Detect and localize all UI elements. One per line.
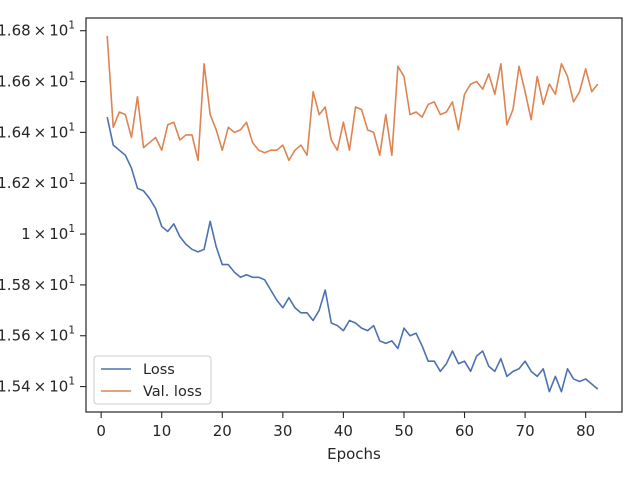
x-tick-label: 40: [334, 422, 353, 440]
x-tick-label: 80: [576, 422, 595, 440]
y-tick-label: 1.62 × 101: [0, 172, 75, 192]
x-tick-label: 20: [213, 422, 232, 440]
y-tick-label: 1.58 × 101: [0, 274, 75, 294]
y-axis-ticks: 1.54 × 101 1.56 × 101 1.58 × 101 1 × 101 1.6…: [0, 20, 86, 396]
series-layer: [106, 35, 599, 393]
y-tick-label: 1.64 × 101: [0, 121, 75, 141]
x-tick-label: 60: [455, 422, 474, 440]
x-tick-label: 0: [96, 422, 106, 440]
x-tick-label: 70: [516, 422, 535, 440]
x-axis-ticks: 0 10 20 30 40 50 60 70 80: [96, 412, 595, 440]
y-tick-label: 1.54 × 101: [0, 376, 75, 396]
y-tick-label: 1.68 × 101: [0, 20, 75, 40]
series-line-loss: [106, 116, 599, 393]
x-tick-label: 30: [273, 422, 292, 440]
legend-label: Val. loss: [143, 384, 202, 400]
plot-area: [86, 18, 622, 412]
y-tick-label: 1.66 × 101: [0, 71, 75, 91]
y-tick-label: 1.56 × 101: [0, 325, 75, 345]
legend-label: Loss: [143, 362, 175, 378]
y-tick-label: 1 × 101: [21, 223, 75, 243]
plot-frame: [85, 17, 623, 413]
x-tick-label: 10: [152, 422, 171, 440]
legend: Loss Val. loss: [93, 355, 212, 405]
x-axis-label: Epochs: [327, 445, 381, 463]
series-line-val-loss: [106, 35, 599, 162]
x-tick-label: 50: [394, 422, 413, 440]
legend-box: [93, 355, 212, 405]
